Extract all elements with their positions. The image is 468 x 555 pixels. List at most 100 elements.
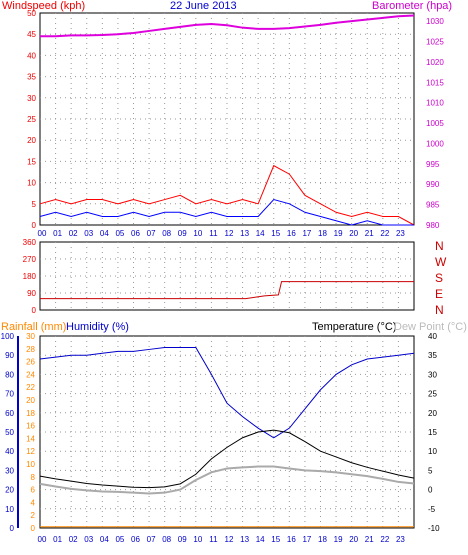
hour-tick-label: 23: [396, 229, 405, 238]
rainfall-axis-title: Rainfall (mm): [1, 321, 66, 333]
humidity-tick-label: 40: [5, 447, 14, 456]
hour-tick-label: 22: [380, 229, 389, 238]
hour-tick-label: 10: [193, 535, 202, 544]
hour-tick-label: 15: [271, 229, 280, 238]
hour-tick-label: 02: [69, 229, 78, 238]
rain-tick-label: 4: [31, 498, 36, 507]
direction-tick-label: 0: [32, 306, 37, 315]
hour-tick-label: 20: [349, 229, 358, 238]
wind-tick-label: 15: [27, 157, 36, 166]
baro-tick-label: 1015: [426, 78, 444, 87]
humidity-tick-label: 30: [5, 466, 14, 475]
hour-tick-label: 02: [69, 535, 78, 544]
temp-tick-label: 35: [428, 351, 437, 360]
rain-tick-label: 28: [26, 345, 35, 354]
series-wind-gust: [39, 164, 415, 226]
hour-tick-label: 17: [302, 229, 311, 238]
hour-tick-label: 06: [131, 229, 140, 238]
temp-tick-label: 5: [428, 466, 433, 475]
wind-tick-label: 25: [27, 115, 36, 124]
hour-tick-label: 14: [256, 229, 265, 238]
hour-tick-label: 21: [365, 535, 374, 544]
wind-tick-label: 45: [27, 30, 36, 39]
series-wind-average: [39, 198, 414, 226]
hour-tick-label: 16: [287, 229, 296, 238]
hour-tick-label: 05: [115, 535, 124, 544]
humidity-tick-label: 100: [1, 332, 15, 341]
direction-label-n-top: N: [435, 239, 444, 253]
hour-tick-label: 11: [209, 229, 218, 238]
temp-tick-label: 20: [428, 409, 437, 418]
hour-tick-label: 03: [84, 229, 93, 238]
hour-tick-label: 14: [256, 535, 265, 544]
hour-tick-label: 01: [53, 229, 62, 238]
hour-tick-label: 06: [131, 535, 140, 544]
hour-tick-label: 03: [84, 535, 93, 544]
humidity-tick-label: 70: [5, 390, 14, 399]
direction-label-s: S: [435, 271, 443, 285]
chart-date: 22 June 2013: [170, 0, 237, 12]
temp-tick-label: 25: [428, 390, 437, 399]
hour-tick-label: 13: [240, 229, 249, 238]
temperature-axis-title: Temperature (°C): [312, 321, 396, 333]
temp-tick-label: 10: [428, 447, 437, 456]
rain-tick-label: 6: [31, 486, 36, 495]
rain-tick-label: 12: [26, 447, 35, 456]
series-humidity: [39, 347, 415, 439]
rain-tick-label: 0: [31, 524, 36, 533]
humidity-tick-label: 60: [5, 409, 14, 418]
direction-label-e: E: [435, 287, 443, 301]
humidity-axis-title: Humidity (%): [66, 321, 129, 333]
rain-tick-label: 8: [31, 473, 36, 482]
series-dew-point: [39, 465, 415, 495]
hour-tick-label: 18: [318, 535, 327, 544]
temp-tick-label: 0: [428, 486, 433, 495]
humidity-tick-label: 50: [5, 428, 14, 437]
hour-tick-label: 12: [225, 229, 234, 238]
hour-tick-label: 19: [334, 229, 343, 238]
direction-label-n-bottom: N: [435, 303, 444, 317]
hour-tick-label: 09: [178, 229, 187, 238]
rain-tick-label: 16: [26, 422, 35, 431]
hour-tick-label: 20: [349, 535, 358, 544]
baro-tick-label: 1010: [426, 99, 444, 108]
hour-tick-label: 00: [38, 535, 47, 544]
hour-tick-label: 11: [209, 535, 218, 544]
hour-tick-label: 07: [147, 229, 156, 238]
hour-tick-label: 15: [271, 535, 280, 544]
baro-tick-label: 1025: [426, 38, 444, 47]
wind-tick-label: 20: [27, 136, 36, 145]
rain-tick-label: 18: [26, 409, 35, 418]
hour-tick-label: 18: [318, 229, 327, 238]
temp-tick-label: 40: [428, 332, 437, 341]
baro-tick-label: 980: [426, 221, 440, 230]
wind-tick-label: 0: [32, 221, 37, 230]
wind-tick-label: 50: [27, 9, 36, 18]
direction-tick-label: 270: [23, 255, 37, 264]
windspeed-axis-title: Windspeed (kph): [2, 0, 85, 12]
wind-tick-label: 5: [32, 200, 37, 209]
wind-tick-label: 10: [27, 179, 36, 188]
wind-tick-label: 40: [27, 51, 36, 60]
hour-tick-label: 19: [334, 535, 343, 544]
hour-tick-label: 08: [162, 535, 171, 544]
baro-tick-label: 1000: [426, 139, 444, 148]
rain-tick-label: 10: [26, 460, 35, 469]
hour-tick-label: 13: [240, 535, 249, 544]
rain-tick-label: 30: [26, 332, 35, 341]
series-wind-direction: [40, 281, 414, 300]
direction-tick-label: 90: [27, 289, 36, 298]
rain-tick-label: 20: [26, 396, 35, 405]
humidity-tick-label: 10: [5, 505, 14, 514]
wind-tick-label: 30: [27, 94, 36, 103]
baro-tick-label: 990: [426, 180, 440, 189]
hour-tick-label: 04: [100, 229, 109, 238]
hour-tick-label: 05: [115, 229, 124, 238]
hour-tick-label: 01: [53, 535, 62, 544]
hour-tick-label: 04: [100, 535, 109, 544]
hour-tick-label: 23: [396, 535, 405, 544]
rain-tick-label: 26: [26, 358, 35, 367]
baro-tick-label: 985: [426, 201, 440, 210]
temp-tick-label: 30: [428, 370, 437, 379]
